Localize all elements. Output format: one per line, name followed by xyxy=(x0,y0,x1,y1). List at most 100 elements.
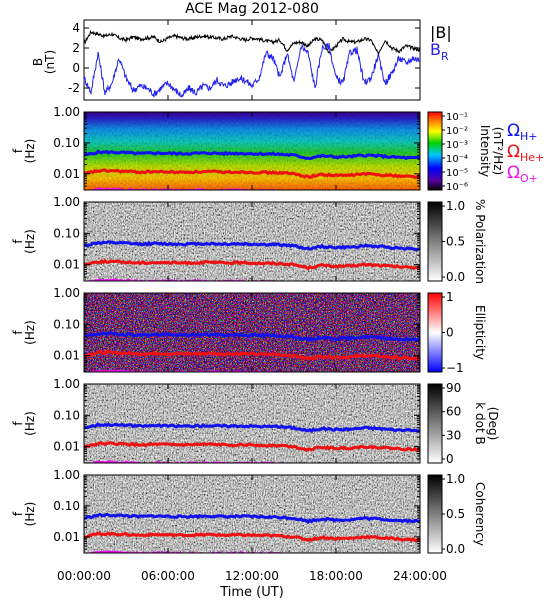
power-spectrogram xyxy=(84,112,420,190)
colorbar-tick-label: 0.0 xyxy=(446,542,465,556)
colorbar-tick-label: 10⁻⁵ xyxy=(446,168,468,179)
colorbar-tick-label: 0.0 xyxy=(446,270,465,284)
ytick-label: 0.01 xyxy=(53,530,80,544)
ytick-label: 0.01 xyxy=(53,167,80,181)
freq-yunit: (Hz) xyxy=(23,320,37,345)
ytick-label: 0.10 xyxy=(53,499,80,513)
colorbar-tick-label: 10⁻⁴ xyxy=(446,154,468,165)
field-ytick-label: 4 xyxy=(72,21,80,35)
series-line-b-r xyxy=(83,42,421,98)
colorbar-tick-label: 0.5 xyxy=(446,235,465,249)
ytick-label: 1.00 xyxy=(53,105,80,119)
ytick-label: 0.01 xyxy=(53,349,80,363)
freq-ylabel: f xyxy=(11,421,25,426)
gyro-line-hplus xyxy=(84,422,420,434)
ytick-label: 1.00 xyxy=(53,377,80,391)
coherency-spectrogram xyxy=(84,475,420,553)
field-yunit: (nT) xyxy=(43,50,57,74)
ytick-label: 0.01 xyxy=(53,258,80,272)
freq-yunit: (Hz) xyxy=(23,139,37,164)
gyro-line-heplus xyxy=(84,441,420,453)
legend-omega-he: ΩHe+ xyxy=(507,142,544,164)
time-axis: 00:00:00 06:00:00 12:00:00 18:00:00 24:00:00 xyxy=(57,569,447,583)
ellipticity-panel: 1.00 0.10 0.01 f(Hz) 1 0 −1 Ellipticity xyxy=(11,286,487,375)
colorbar-tick-label: 1.0 xyxy=(446,199,465,213)
colorbar-label: % Polarization xyxy=(473,199,487,284)
series-line-b-total xyxy=(83,29,421,57)
power-panel: 1.00 0.10 0.01 f(Hz) 10⁻¹ 10⁻² 10⁻³ 10⁻⁴ 10⁻⁵ 10⁻… xyxy=(11,105,505,193)
gyro-line-heplus xyxy=(84,350,420,361)
time-tick-label: 00:00:00 xyxy=(57,569,111,583)
colorbar-unit: (nT²/Hz) xyxy=(491,127,505,175)
colorbar-tick-label: 30 xyxy=(446,428,461,442)
kdotb-panel: 1.00 0.10 0.01 f(Hz) 90 60 30 0 k dot B (Deg) xyxy=(11,377,500,466)
colorbar-tick-label: 0 xyxy=(446,452,454,466)
coherency-colorbar xyxy=(427,474,443,554)
colorbar-tick-label: 1 xyxy=(446,290,454,304)
colorbar-tick-label: 10⁻² xyxy=(446,126,468,137)
time-tick-label: 12:00:00 xyxy=(225,569,279,583)
kdotb-spectrogram xyxy=(84,384,420,463)
colorbar-unit: (Deg) xyxy=(486,407,500,441)
colorbar-tick-label: 60 xyxy=(446,405,461,419)
colorbar-tick-label: 10⁻³ xyxy=(446,140,468,151)
colorbar-tick-label: 10⁻¹ xyxy=(446,112,468,123)
power-colorbar xyxy=(427,111,443,191)
ytick-label: 0.10 xyxy=(53,136,80,150)
ytick-label: 1.00 xyxy=(53,286,80,300)
freq-yunit: (Hz) xyxy=(23,502,37,527)
time-axis-label: Time (UT) xyxy=(219,585,284,600)
colorbar-tick-label: 0 xyxy=(446,326,454,340)
ellipticity-spectrogram xyxy=(84,293,420,372)
coherency-panel: 1.00 0.10 0.01 f(Hz) 1.0 0.5 0.0 Coherency xyxy=(11,468,487,556)
legend-omega-o: ΩO+ xyxy=(507,163,538,185)
time-tick-label: 24:00:00 xyxy=(393,569,447,583)
gyro-line-hplus xyxy=(84,240,420,251)
legend-omega-h: ΩH+ xyxy=(507,121,538,143)
gyro-line-hplus xyxy=(84,512,420,525)
time-tick-label: 18:00:00 xyxy=(309,569,363,583)
gyro-line-hplus xyxy=(84,331,420,343)
legend-b-r: BR xyxy=(430,40,449,63)
polarization-panel: 1.00 0.10 0.01 f(Hz) 1.0 0.5 0.0 % Polarization xyxy=(11,195,487,284)
colorbar-tick-label: 0.5 xyxy=(446,507,465,521)
freq-ylabel: f xyxy=(11,148,25,153)
colorbar-label: k dot B xyxy=(473,402,487,444)
freq-ylabel: f xyxy=(11,330,25,335)
colorbar-tick-label: 10⁻⁶ xyxy=(446,182,468,193)
colorbar-tick-label: −1 xyxy=(446,361,464,375)
polarization-colorbar xyxy=(427,201,443,282)
gyro-line-hplus xyxy=(84,149,420,161)
gyro-line-heplus xyxy=(84,168,420,180)
polarization-spectrogram xyxy=(84,202,420,281)
legend-b-total: |B| xyxy=(430,23,452,42)
freq-ylabel: f xyxy=(11,511,25,516)
gyro-line-heplus xyxy=(84,258,420,271)
freq-ylabel: f xyxy=(11,239,25,244)
chart-title: ACE Mag 2012-080 xyxy=(185,1,319,17)
ellipticity-colorbar xyxy=(427,292,443,373)
field-ytick-label: 2 xyxy=(72,41,80,55)
time-tick-label: 06:00:00 xyxy=(141,569,195,583)
ytick-label: 0.10 xyxy=(53,408,80,422)
freq-yunit: (Hz) xyxy=(23,411,37,436)
field-ytick-label: -2 xyxy=(68,81,80,95)
gyro-line-heplus xyxy=(84,531,420,543)
colorbar-label: Coherency xyxy=(473,482,487,546)
colorbar-tick-label: 1.0 xyxy=(446,472,465,486)
gyro-legend: ΩH+ ΩHe+ ΩO+ xyxy=(507,121,544,185)
field-ylabel: B xyxy=(31,58,45,66)
ytick-label: 0.10 xyxy=(53,317,80,331)
ytick-label: 0.10 xyxy=(53,226,80,240)
colorbar-tick-label: 90 xyxy=(446,381,461,395)
kdotb-colorbar xyxy=(427,383,443,464)
freq-yunit: (Hz) xyxy=(23,229,37,254)
field-panel: 4 2 0 -2 B (nT) |B| BR xyxy=(31,19,452,101)
colorbar-label: Intensity xyxy=(478,125,492,177)
ytick-label: 1.00 xyxy=(53,468,80,482)
ytick-label: 1.00 xyxy=(53,195,80,209)
field-ytick-label: 0 xyxy=(72,61,80,75)
ytick-label: 0.01 xyxy=(53,440,80,454)
colorbar-label: Ellipticity xyxy=(473,305,487,360)
